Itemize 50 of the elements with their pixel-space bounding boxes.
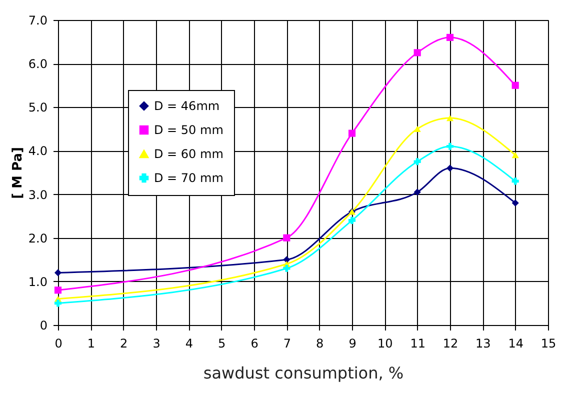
legend-label: D = 60 mm — [154, 147, 224, 161]
x-tick-label: 15 — [540, 336, 556, 350]
y-tick-label: 3.0 — [28, 188, 48, 202]
point — [512, 199, 519, 207]
point — [414, 126, 421, 132]
x-tick-label: 9 — [348, 336, 356, 350]
point — [512, 178, 519, 185]
y-tick-label: 6.0 — [28, 57, 48, 72]
x-tick-label: 10 — [378, 336, 393, 350]
point — [414, 49, 421, 56]
y-tick-label: 0 — [40, 318, 48, 332]
x-axis-title: sawdust consumption, % — [203, 364, 404, 382]
point — [348, 130, 356, 137]
point — [54, 300, 62, 307]
point — [414, 188, 421, 196]
point — [512, 152, 519, 158]
x-tick-label: 7 — [283, 336, 291, 350]
y-tick-label: 5.0 — [28, 100, 48, 115]
y-tick-label: 4.0 — [28, 144, 48, 158]
x-tick-label: 2 — [120, 336, 128, 350]
point — [446, 114, 454, 122]
x-tick-label: 14 — [508, 336, 524, 350]
point — [512, 82, 519, 89]
point — [54, 286, 62, 294]
y-tick-label: 7.0 — [28, 14, 48, 28]
point — [283, 256, 290, 264]
y-axis-title: [ M Pa] — [10, 147, 26, 199]
x-tick-label: 5 — [218, 336, 226, 350]
point — [54, 269, 62, 276]
point — [348, 216, 356, 224]
point — [446, 164, 454, 172]
y-tick-label: 1.0 — [28, 274, 48, 289]
x-tick-label: 13 — [476, 336, 491, 350]
legend-label: D = 50 mm — [154, 123, 224, 137]
point — [446, 142, 454, 150]
x-tick-label: 8 — [316, 336, 324, 350]
x-tick-label: 3 — [152, 336, 160, 350]
legend-label: D = 46mm — [154, 99, 220, 113]
x-tick-label: 4 — [185, 336, 193, 350]
y-tick-label: 2.0 — [28, 231, 48, 246]
x-tick-label: 1 — [87, 336, 95, 350]
point — [414, 158, 421, 166]
x-tick-label: 11 — [410, 336, 426, 350]
point — [446, 34, 454, 41]
legend-label: D = 70 mm — [154, 171, 224, 185]
point — [283, 234, 290, 242]
x-tick-label: 0 — [54, 336, 62, 350]
x-tick-label: 6 — [250, 336, 258, 350]
point — [283, 264, 290, 272]
x-tick-label: 12 — [442, 336, 458, 350]
